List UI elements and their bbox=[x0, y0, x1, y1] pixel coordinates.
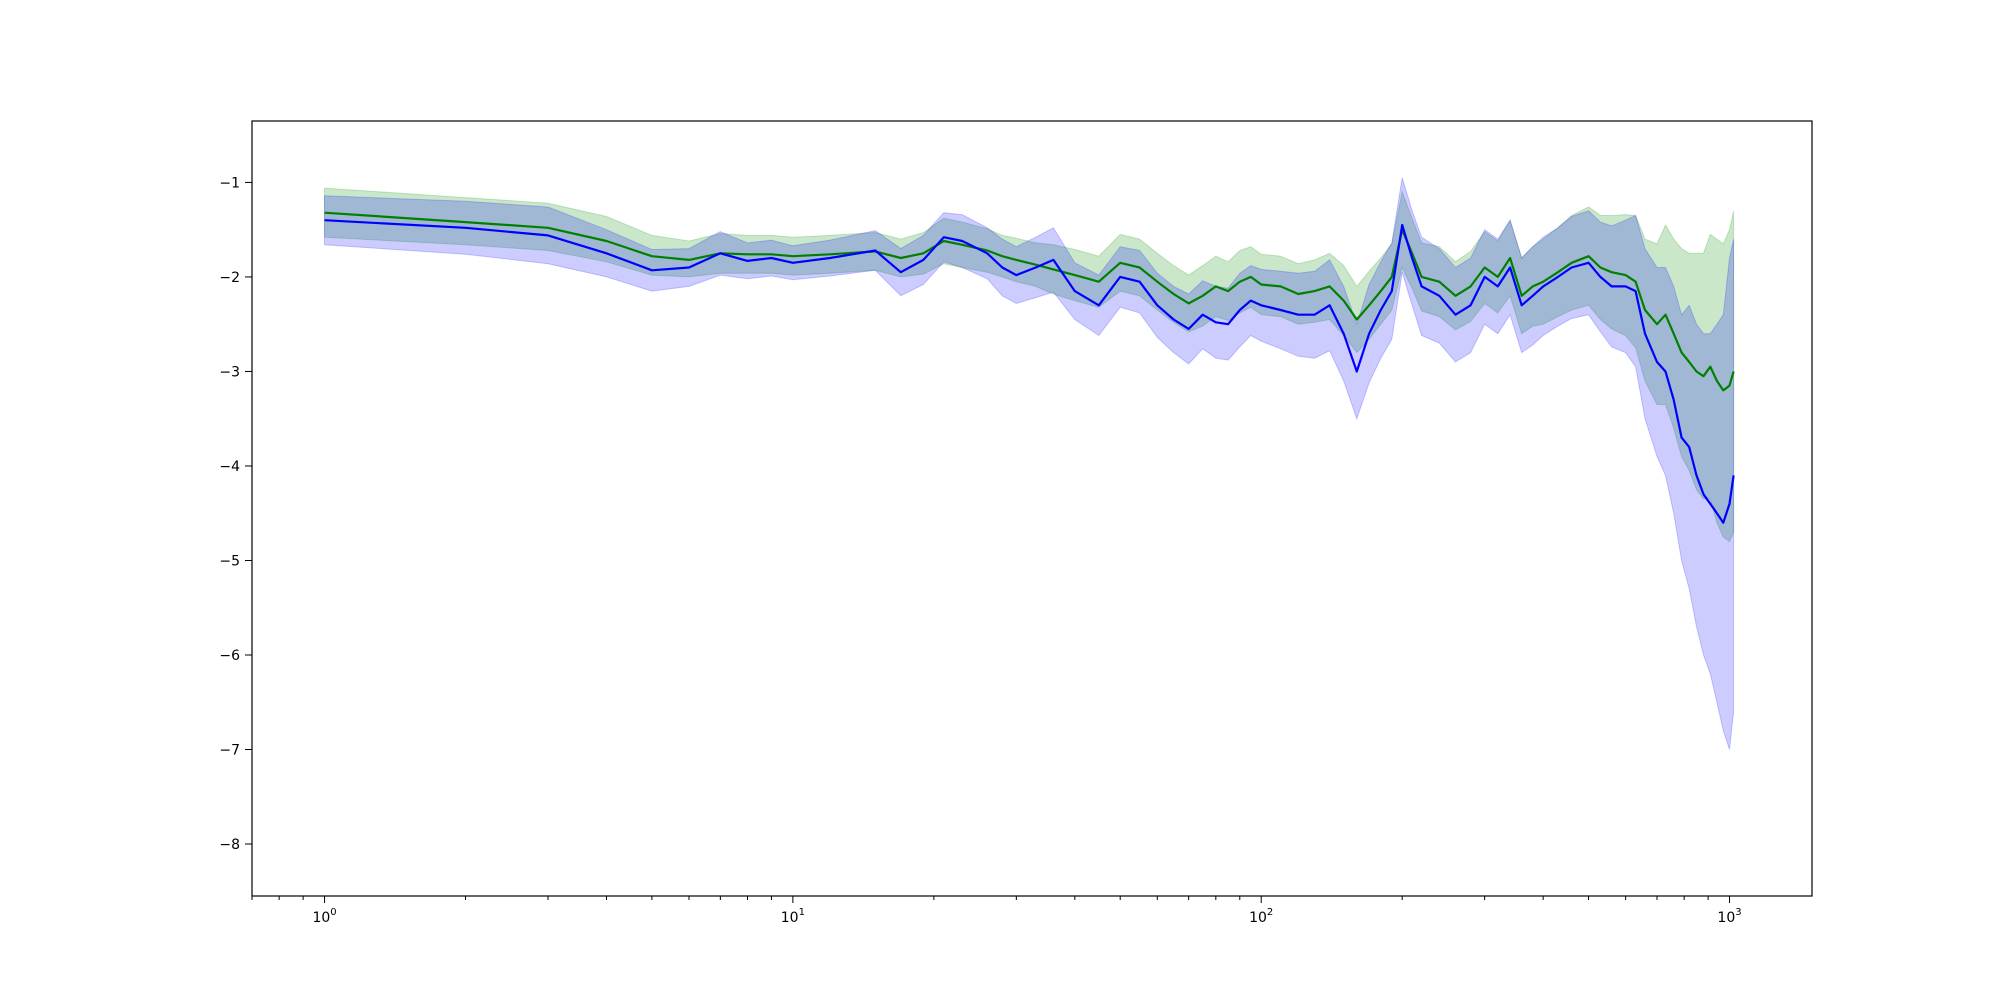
series-2-band bbox=[324, 177, 1735, 750]
series-1-band bbox=[324, 187, 1735, 543]
y-tick-label: −8 bbox=[219, 837, 240, 853]
x-tick-label: 101 bbox=[781, 907, 805, 926]
plot-frame bbox=[251, 120, 1813, 897]
y-tick-label: −2 bbox=[219, 270, 240, 286]
x-axis: 100 101 102 103 bbox=[251, 896, 1742, 926]
x-tick-label: 100 bbox=[312, 907, 336, 926]
series-2-line bbox=[324, 219, 1735, 524]
confidence-bands bbox=[324, 177, 1735, 750]
x-tick-label: 102 bbox=[1249, 907, 1273, 926]
series-lines bbox=[324, 211, 1735, 524]
x-tick-label: 103 bbox=[1717, 907, 1741, 926]
y-tick-label: −7 bbox=[219, 743, 240, 759]
y-tick-label: −3 bbox=[219, 364, 240, 380]
y-tick-label: −1 bbox=[219, 175, 240, 191]
y-tick-label: −5 bbox=[219, 553, 240, 569]
y-axis: −1 −2 −3 −4 −5 −6 −7 −8 bbox=[219, 175, 252, 853]
y-tick-label: −6 bbox=[219, 648, 240, 664]
series-1-line bbox=[324, 211, 1735, 392]
y-tick-label: −4 bbox=[219, 459, 240, 475]
